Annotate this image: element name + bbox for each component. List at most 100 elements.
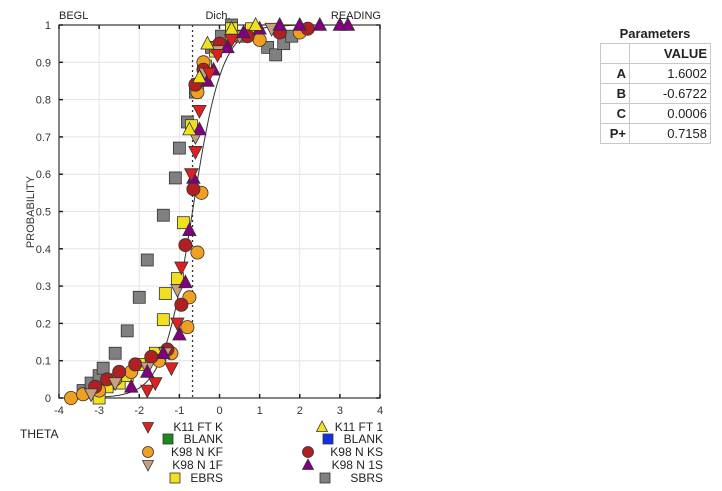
parameter-row: A 1.6002 xyxy=(600,63,711,84)
y-tick-label: 0.8 xyxy=(36,95,51,107)
data-point xyxy=(128,357,143,372)
param-value: 0.0006 xyxy=(629,103,711,124)
data-points xyxy=(64,16,356,405)
series-k11-ft-k xyxy=(140,34,239,399)
x-tick-label: -1 xyxy=(174,405,184,417)
legend-marker xyxy=(169,472,181,484)
legend-marker xyxy=(162,433,174,445)
data-point xyxy=(144,349,159,364)
data-point xyxy=(186,182,201,197)
data-point xyxy=(180,320,195,335)
x-tick-label: 2 xyxy=(297,405,303,417)
data-point xyxy=(192,104,207,119)
param-key: P+ xyxy=(600,123,630,144)
legend-marker xyxy=(141,460,155,472)
data-point xyxy=(269,48,283,62)
y-tick-label: 0.5 xyxy=(36,207,51,219)
data-point xyxy=(182,121,197,136)
series-k98-n-1s xyxy=(123,16,356,393)
parameters-title: Parameters xyxy=(619,26,691,41)
data-point xyxy=(292,16,308,31)
legend-label: BLANK xyxy=(184,432,223,446)
legend-label: K11 FT 1 xyxy=(335,420,384,434)
data-point xyxy=(108,346,122,360)
x-tick-label: -2 xyxy=(134,405,144,417)
series-k98-n-1f xyxy=(83,22,279,403)
x-tick-label: 3 xyxy=(337,405,343,417)
param-key: C xyxy=(600,103,630,124)
data-point xyxy=(156,208,170,222)
legend-marker xyxy=(142,446,154,458)
top-label-center: Dich. xyxy=(205,10,230,22)
y-axis-label: PROBABILITY xyxy=(25,175,37,248)
legend-marker xyxy=(301,458,315,470)
x-tick-label: -4 xyxy=(54,405,64,417)
data-point xyxy=(190,245,205,260)
data-point xyxy=(172,141,186,155)
data-point xyxy=(178,274,193,289)
data-point xyxy=(188,146,203,160)
data-point xyxy=(178,238,193,253)
data-point xyxy=(340,16,356,31)
legend-label: BLANK xyxy=(344,432,383,446)
param-key: B xyxy=(600,83,630,104)
data-point xyxy=(156,345,171,360)
data-point xyxy=(192,121,207,136)
data-point xyxy=(248,16,263,31)
y-tick-label: 0.3 xyxy=(36,281,51,293)
series-ebrs xyxy=(92,22,259,405)
legend-label: EBRS xyxy=(190,471,223,485)
data-point xyxy=(236,24,251,39)
parameter-row: P+ 0.7158 xyxy=(600,123,711,144)
legend-label: K98 N 1F xyxy=(172,458,223,472)
legend-marker xyxy=(141,422,155,434)
param-value: 1.6002 xyxy=(629,63,711,84)
data-point xyxy=(140,363,155,378)
data-point xyxy=(252,32,267,47)
data-point xyxy=(200,35,215,50)
data-point xyxy=(140,384,155,399)
top-label-right: READING xyxy=(331,10,381,22)
data-point xyxy=(174,297,189,312)
parameter-row: C 0.0006 xyxy=(600,103,711,124)
x-tick-label: 4 xyxy=(377,405,383,417)
data-point xyxy=(123,378,139,393)
parameters-header-row: VALUE xyxy=(600,43,711,64)
y-tick-label: 0.1 xyxy=(36,356,51,368)
x-tick-label: -3 xyxy=(94,405,104,417)
data-point xyxy=(140,253,154,267)
legend-label: K98 N KS xyxy=(330,445,383,459)
data-point xyxy=(83,388,99,403)
data-point xyxy=(174,261,189,276)
parameters-table: Parameters VALUE A 1.6002 B -0.6722 C 0.000… xyxy=(600,26,711,144)
data-point xyxy=(192,69,207,84)
y-tick-label: 0.2 xyxy=(36,318,51,330)
param-value: -0.6722 xyxy=(629,83,711,104)
y-tick-label: 0.6 xyxy=(36,169,51,181)
data-point xyxy=(156,313,170,327)
y-axis: 0 0.1 0.2 0.3 0.4 0.5 0.6 0.7 0.8 0.9 1 xyxy=(36,20,380,405)
legend-marker xyxy=(322,433,334,445)
x-axis-label: THETA xyxy=(20,427,58,441)
data-point xyxy=(120,324,134,338)
data-point xyxy=(272,16,287,31)
data-point xyxy=(182,222,197,236)
x-axis: -4 -3 -2 -1 0 1 2 3 4 xyxy=(54,25,383,417)
data-point xyxy=(170,317,185,332)
grid xyxy=(58,24,381,399)
y-tick-label: 0.4 xyxy=(36,244,51,256)
icc-curve xyxy=(71,24,380,399)
data-point xyxy=(224,20,239,35)
data-point xyxy=(64,390,79,405)
y-tick-label: 0.9 xyxy=(36,57,51,69)
param-key: A xyxy=(600,63,630,84)
value-header: VALUE xyxy=(629,43,711,64)
legend-label: K11 FT K xyxy=(173,420,223,434)
data-point xyxy=(184,168,199,183)
data-point xyxy=(158,287,172,300)
data-point xyxy=(132,290,146,304)
top-label-left: BEGL xyxy=(59,10,88,22)
legend-label: SBRS xyxy=(350,471,383,485)
parameter-row: B -0.6722 xyxy=(600,83,711,104)
